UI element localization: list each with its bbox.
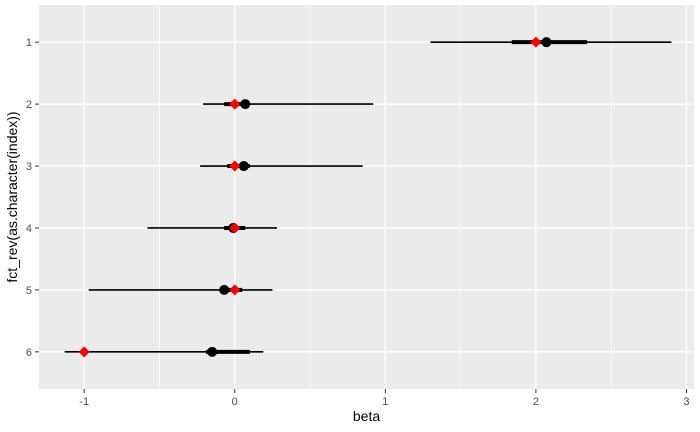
y-axis-title: fct_rev(as.character(index))	[4, 111, 20, 282]
axis-ticks	[35, 41, 687, 393]
x-tick-label: 3	[683, 396, 689, 408]
plot-panel	[39, 5, 694, 389]
y-tick-label: 3	[26, 161, 32, 173]
y-tick-label: 5	[26, 285, 32, 297]
true-value-diamond	[530, 36, 542, 48]
point-marks	[78, 36, 552, 358]
x-axis-title: beta	[353, 408, 380, 424]
y-tick-label: 1	[26, 37, 32, 49]
estimate-point	[240, 99, 251, 110]
x-tick-label: 2	[533, 396, 539, 408]
x-tick-label: 1	[382, 396, 388, 408]
true-value-diamond	[229, 98, 241, 110]
estimate-point	[541, 37, 552, 48]
true-value-diamond	[78, 346, 90, 358]
estimate-point	[219, 284, 230, 295]
estimate-point	[207, 346, 218, 357]
true-value-diamond	[229, 284, 241, 296]
x-tick-label: -1	[79, 396, 89, 408]
y-tick-label: 4	[26, 223, 32, 235]
true-value-diamond	[229, 160, 241, 172]
y-tick-label: 6	[26, 347, 32, 359]
estimate-point	[238, 161, 249, 172]
minor-gridlines	[159, 5, 612, 389]
true-value-diamond	[229, 222, 241, 234]
y-tick-label: 2	[26, 99, 32, 111]
tick-labels: -1 0 1 2 3 1 2 3 4 5 6	[26, 37, 690, 408]
x-tick-label: 0	[232, 396, 238, 408]
